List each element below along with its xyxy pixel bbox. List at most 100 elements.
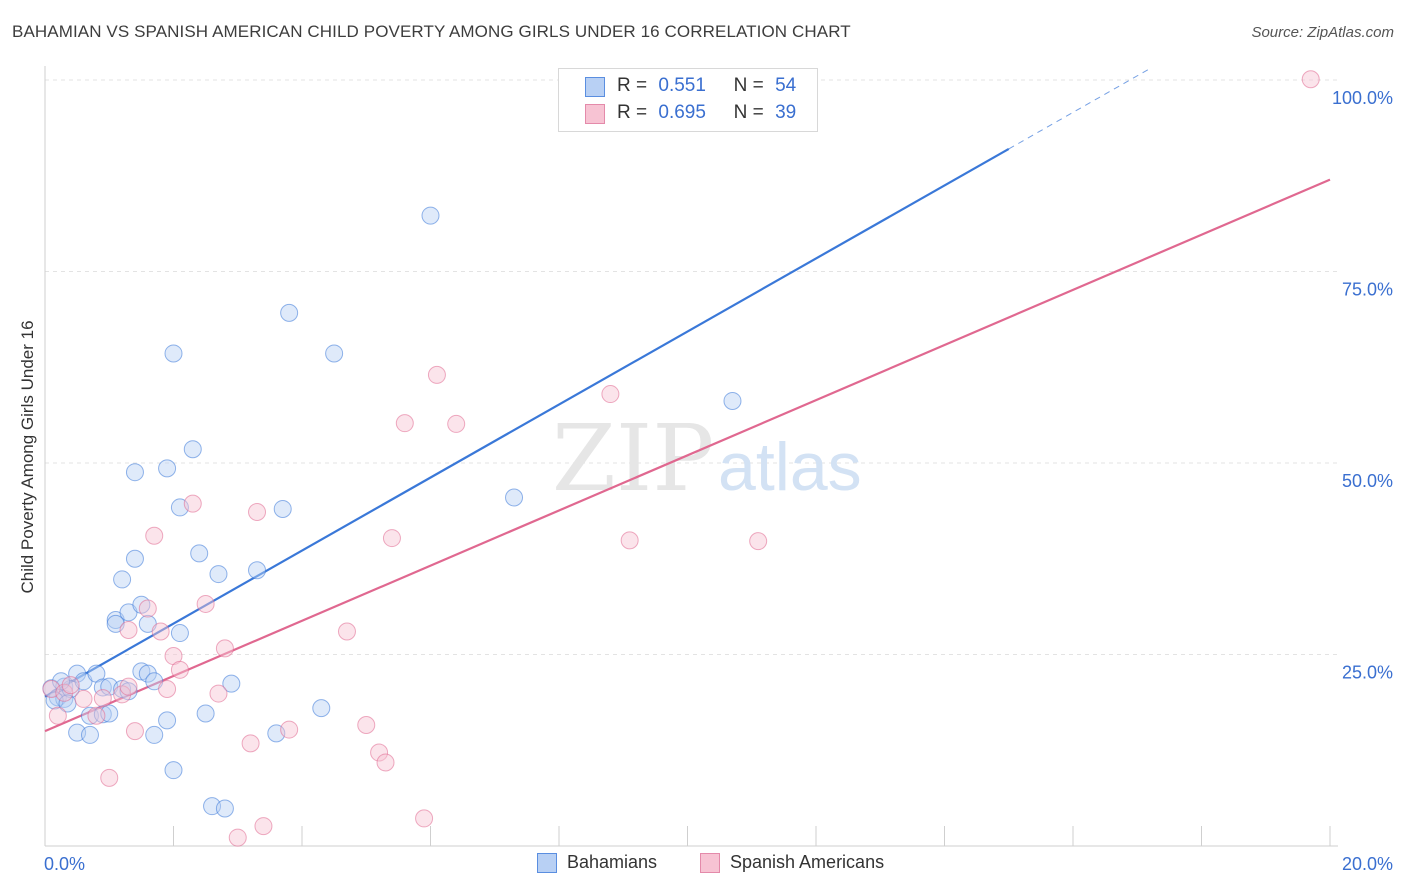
point-bahamians	[158, 711, 177, 730]
point-spanish-americans	[48, 706, 67, 725]
legend-n-label: N =	[733, 102, 764, 123]
point-spanish-americans	[100, 768, 119, 787]
bottom-legend-swatch-bahamians	[537, 852, 557, 873]
y-tick-label: 100.0%	[1332, 88, 1393, 108]
point-bahamians	[93, 705, 112, 724]
point-spanish-americans	[196, 594, 215, 613]
point-bahamians	[723, 391, 742, 410]
point-spanish-americans	[119, 677, 138, 696]
point-bahamians	[80, 725, 99, 744]
point-spanish-americans	[145, 526, 164, 545]
point-spanish-americans	[254, 817, 273, 836]
point-bahamians	[52, 672, 71, 691]
point-spanish-americans	[61, 676, 80, 695]
point-bahamians	[164, 344, 183, 363]
point-bahamians	[145, 725, 164, 744]
point-spanish-americans	[209, 684, 228, 703]
point-spanish-americans	[749, 532, 768, 551]
watermark-atlas: atlas	[718, 429, 862, 505]
x-tick-label: 0.0%	[44, 854, 85, 874]
point-bahamians	[215, 799, 234, 818]
point-spanish-americans	[395, 414, 414, 433]
point-bahamians	[248, 561, 267, 580]
point-spanish-americans	[382, 529, 401, 548]
point-bahamians	[125, 463, 144, 482]
point-bahamians	[273, 499, 292, 518]
legend-n-label: N =	[733, 75, 764, 96]
legend-swatch-spanish-americans	[585, 104, 605, 124]
point-bahamians	[170, 624, 189, 643]
point-spanish-americans	[1301, 70, 1320, 89]
tick-labels: 25.0% 50.0% 75.0% 100.0% 0.0% 20.0%	[44, 88, 1393, 874]
bottom-legend-spanish-americans: Spanish Americans	[700, 852, 884, 873]
legend-n-value-bahamians: 54	[775, 75, 797, 96]
point-bahamians	[93, 678, 112, 697]
trend-line-extension-bahamians	[1008, 68, 1151, 150]
point-bahamians	[183, 440, 202, 459]
trend-line-bahamians	[44, 147, 1010, 698]
legend-n-value-spanish-americans: 39	[775, 102, 797, 123]
point-spanish-americans	[620, 531, 639, 550]
y-tick-label: 25.0%	[1342, 663, 1393, 683]
point-spanish-americans	[427, 365, 446, 384]
point-spanish-americans	[415, 809, 434, 828]
watermark-zip: ZIP	[552, 405, 714, 512]
point-spanish-americans	[170, 660, 189, 679]
legend-row-spanish-americans: R = 0.695 N = 39	[585, 101, 797, 125]
point-spanish-americans	[241, 734, 260, 753]
trend-lines	[44, 68, 1331, 733]
point-spanish-americans	[87, 706, 106, 725]
y-tick-label: 75.0%	[1342, 280, 1393, 300]
point-spanish-americans	[119, 620, 138, 639]
watermark: ZIP atlas	[552, 405, 862, 512]
y-tick-label: 50.0%	[1342, 471, 1393, 491]
axes	[44, 66, 1338, 847]
legend-swatch-bahamians	[585, 77, 605, 97]
point-spanish-americans	[113, 685, 132, 704]
point-bahamians	[325, 344, 344, 363]
legend-r-value-spanish-americans: 0.695	[658, 102, 706, 123]
bottom-legend-bahamians: Bahamians	[537, 852, 657, 873]
point-spanish-americans	[93, 689, 112, 708]
trend-line-spanish-americans	[44, 178, 1331, 733]
point-bahamians	[190, 544, 209, 563]
source-label: Source: ZipAtlas.com	[1251, 24, 1394, 41]
point-spanish-americans	[357, 715, 376, 734]
point-spanish-americans	[138, 599, 157, 618]
y-axis-label: Child Poverty Among Girls Under 16	[18, 320, 37, 593]
point-spanish-americans	[280, 720, 299, 739]
point-spanish-americans	[248, 503, 267, 522]
point-spanish-americans	[447, 414, 466, 433]
point-bahamians	[421, 206, 440, 225]
point-bahamians	[138, 664, 157, 683]
point-bahamians	[113, 570, 132, 589]
point-spanish-americans	[74, 689, 93, 708]
legend-row-bahamians: R = 0.551 N = 54	[585, 74, 797, 98]
chart-title: BAHAMIAN VS SPANISH AMERICAN CHILD POVER…	[12, 22, 851, 41]
point-bahamians	[164, 761, 183, 780]
point-bahamians	[222, 674, 241, 693]
point-bahamians	[125, 549, 144, 568]
point-bahamians	[280, 303, 299, 322]
point-bahamians	[80, 706, 99, 725]
point-bahamians	[312, 699, 331, 718]
point-spanish-americans	[370, 743, 389, 762]
legend-r-value-bahamians: 0.551	[658, 75, 706, 96]
grid-lines	[45, 79, 1338, 655]
point-spanish-americans	[125, 722, 144, 741]
legend-r-label: R =	[617, 102, 648, 123]
point-bahamians	[68, 664, 87, 683]
point-spanish-americans	[215, 639, 234, 658]
point-bahamians	[158, 459, 177, 478]
bottom-legend-label-spanish-americans: Spanish Americans	[730, 852, 885, 872]
point-bahamians	[505, 488, 524, 507]
point-bahamians	[209, 565, 228, 584]
point-spanish-americans	[158, 679, 177, 698]
x-tick-label: 20.0%	[1342, 854, 1393, 874]
correlation-legend: R = 0.551 N = 54 R = 0.695 N = 39	[558, 68, 818, 132]
point-spanish-americans	[337, 622, 356, 641]
point-spanish-americans	[601, 385, 620, 404]
point-spanish-americans	[151, 622, 170, 641]
bottom-legend-swatch-spanish-americans	[700, 852, 720, 873]
